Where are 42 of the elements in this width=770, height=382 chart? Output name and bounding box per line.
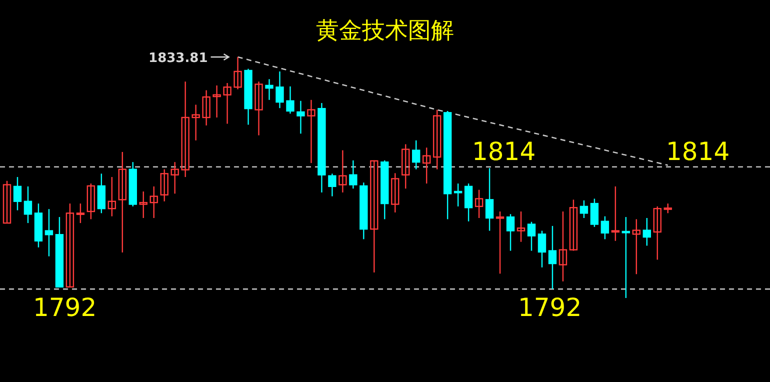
candlestick	[653, 206, 662, 260]
candlestick	[86, 182, 96, 220]
candlestick	[432, 109, 442, 170]
candlestick	[192, 104, 200, 141]
candlestick	[307, 99, 316, 164]
candlestick	[223, 82, 232, 124]
candlestick	[391, 172, 400, 214]
annotation: 1814	[472, 137, 536, 166]
candlestick	[349, 160, 358, 190]
candlestick	[422, 147, 431, 184]
candlestick	[632, 218, 640, 275]
candlestick	[181, 80, 190, 178]
chart-title: 黄金技术图解	[316, 18, 454, 44]
candlestick	[76, 202, 85, 224]
candlestick	[202, 90, 210, 126]
candlestick	[150, 186, 158, 219]
candlestick	[454, 182, 462, 208]
candlestick	[254, 80, 263, 136]
candlestick	[338, 150, 347, 194]
annotation: 1792	[518, 293, 582, 322]
candlestick	[108, 176, 116, 217]
candlestick	[234, 56, 242, 90]
candlestick	[212, 84, 221, 118]
candlestick	[516, 210, 526, 242]
annotation: 1814	[666, 137, 730, 166]
candlestick	[139, 190, 148, 219]
annotation: 1792	[33, 293, 97, 322]
candlestick	[474, 189, 484, 219]
candlestick	[160, 168, 168, 202]
candlestick	[611, 186, 620, 242]
candlestick	[118, 151, 126, 254]
candlestick	[2, 180, 12, 224]
annotation: 1833.81	[148, 51, 208, 66]
candlestick	[664, 202, 672, 214]
candlestick	[496, 210, 504, 274]
candlestick	[402, 144, 410, 190]
candlestick	[370, 160, 378, 274]
candlestick	[622, 216, 630, 299]
candlestick	[558, 210, 568, 282]
candlestick	[66, 202, 74, 288]
candlestick	[569, 199, 578, 252]
candlestick	[170, 161, 179, 194]
